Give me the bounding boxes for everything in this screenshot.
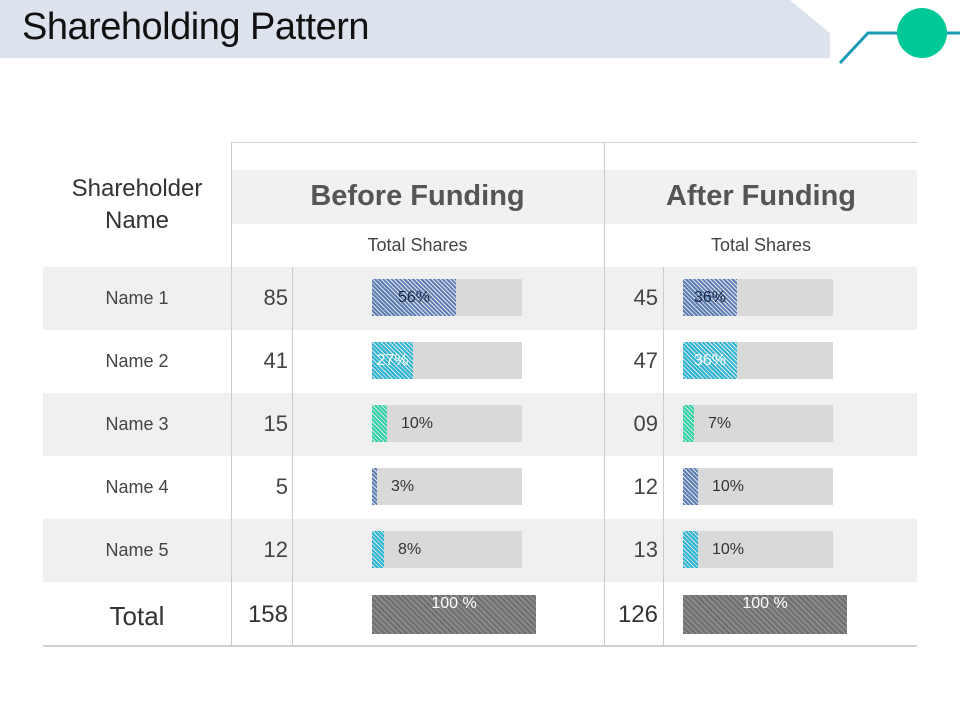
- before-bar-fill: [372, 342, 413, 379]
- after-pct-label: 10%: [712, 478, 745, 495]
- before-total-shares-header: Total Shares: [367, 235, 468, 255]
- after-pct-label: 10%: [712, 541, 745, 558]
- before-bar-track: 27%: [372, 342, 522, 379]
- before-shares: 12: [263, 537, 288, 562]
- before-shares: 15: [263, 411, 288, 436]
- after-funding-header: After Funding: [665, 180, 857, 212]
- total-after-pct: 100 %: [742, 595, 788, 612]
- after-shares: 47: [633, 348, 658, 373]
- before-pct-label: 3%: [391, 478, 415, 495]
- col-divider-after-shares: [663, 267, 664, 645]
- before-bar-fill: [372, 531, 384, 568]
- after-total-shares-header: Total Shares: [710, 235, 812, 255]
- after-bar-fill: [683, 405, 694, 442]
- after-pct-label: 36%: [693, 352, 727, 369]
- after-bar-track: 36%: [683, 342, 833, 379]
- after-bar-fill: [683, 531, 698, 568]
- after-bar-track: 36%: [683, 279, 833, 316]
- before-bar-fill: [372, 468, 377, 505]
- after-shares: 13: [633, 537, 658, 562]
- page-title: Shareholding Pattern: [22, 6, 370, 48]
- title-band: [0, 0, 830, 58]
- table-bottom-rule: [43, 645, 917, 647]
- col-divider-middle: [604, 142, 605, 645]
- after-bar-track: 10%: [683, 531, 833, 568]
- total-before-pct: 100 %: [431, 595, 477, 612]
- after-bar-fill: [683, 342, 737, 379]
- row-name: Name 4: [105, 477, 169, 497]
- before-pct-label: 56%: [397, 289, 431, 306]
- before-bar-track: 8%: [372, 531, 522, 568]
- before-pct-label: 8%: [398, 541, 422, 558]
- total-after-shares: 126: [617, 601, 658, 628]
- shareholder-name-header: Shareholder Name: [71, 175, 203, 234]
- after-bar-fill: [683, 468, 698, 505]
- row-name: Name 5: [105, 540, 169, 560]
- row-name: Name 3: [105, 414, 169, 434]
- before-header-box: [231, 170, 604, 224]
- accent-circle: [897, 8, 947, 58]
- col-divider-name: [231, 142, 232, 645]
- total-after-bar: 100 %: [683, 595, 847, 634]
- before-shares: 41: [263, 348, 288, 373]
- total-before-shares: 158: [247, 601, 288, 628]
- total-label: Total: [109, 601, 165, 631]
- before-bar-fill: [372, 405, 387, 442]
- total-before-bar: 100 %: [372, 595, 536, 634]
- before-shares: 5: [275, 474, 288, 499]
- after-shares: 45: [633, 285, 658, 310]
- before-bar-track: 3%: [372, 468, 522, 505]
- header-top-rule: [231, 142, 917, 143]
- after-shares: 09: [633, 411, 658, 436]
- after-bar-fill: [683, 279, 737, 316]
- before-bar-track: 10%: [372, 405, 522, 442]
- after-pct-label: 7%: [708, 415, 732, 432]
- before-pct-label: 27%: [376, 352, 409, 369]
- after-bar-track: 10%: [683, 468, 833, 505]
- row-name: Name 1: [105, 288, 169, 308]
- row-name: Name 2: [105, 351, 169, 371]
- after-shares: 12: [633, 474, 658, 499]
- after-bar-track: 7%: [683, 405, 833, 442]
- before-funding-header: Before Funding: [310, 180, 525, 212]
- before-bar-fill: [372, 279, 456, 316]
- decorative-line-circle: [838, 8, 960, 65]
- before-pct-label: 10%: [401, 415, 434, 432]
- col-divider-before-shares: [292, 267, 293, 645]
- before-shares: 85: [263, 285, 288, 310]
- after-pct-label: 36%: [693, 289, 727, 306]
- before-bar-track: 56%: [372, 279, 522, 316]
- after-header-box: [605, 170, 917, 224]
